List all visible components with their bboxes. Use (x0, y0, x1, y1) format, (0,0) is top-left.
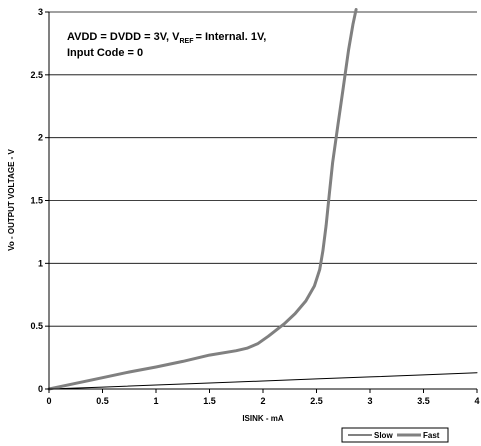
y-tick-label: 2 (38, 133, 43, 143)
x-tick-label: 1 (153, 396, 158, 406)
x-tick-label: 2 (260, 396, 265, 406)
gridlines (49, 11, 477, 327)
x-tick-label: 0.5 (96, 396, 109, 406)
y-tick-label: 1.5 (30, 196, 43, 206)
y-tick-label: 0 (38, 384, 43, 394)
x-tick-label: 2.5 (310, 396, 323, 406)
legend-slow-label: Slow (374, 431, 393, 440)
y-tick-label: 0.5 (30, 321, 43, 331)
y-axis-title: Vo - OUTPUT VOLTAGE - V (7, 148, 16, 250)
annotation-line-2: Input Code = 0 (67, 47, 143, 59)
x-axis-title: ISINK - mA (242, 414, 284, 423)
x-tick-label: 0 (46, 396, 51, 406)
y-tick-label: 3 (38, 7, 43, 17)
legend: Slow Fast (341, 427, 449, 443)
x-tick-label: 4 (474, 396, 479, 406)
y-tick-label: 2.5 (30, 70, 43, 80)
ticks: 0 0.5 1 1.5 2 2.5 3 0 0.5 1 1.5 2 2.5 3 3.5 4 (30, 7, 479, 406)
x-tick-label: 3.5 (417, 396, 430, 406)
series-layer (47, 8, 478, 391)
y-tick-label: 1 (38, 258, 43, 268)
x-tick-label: 1.5 (203, 396, 216, 406)
series-line-slow (48, 372, 478, 390)
legend-fast-label: Fast (423, 431, 440, 440)
x-tick-label: 3 (367, 396, 372, 406)
series-line-fast (47, 8, 358, 391)
legend-box (341, 427, 449, 443)
annotation-line-1: AVDD = DVDD = 3V, VREF = Internal. 1V, (67, 31, 266, 45)
